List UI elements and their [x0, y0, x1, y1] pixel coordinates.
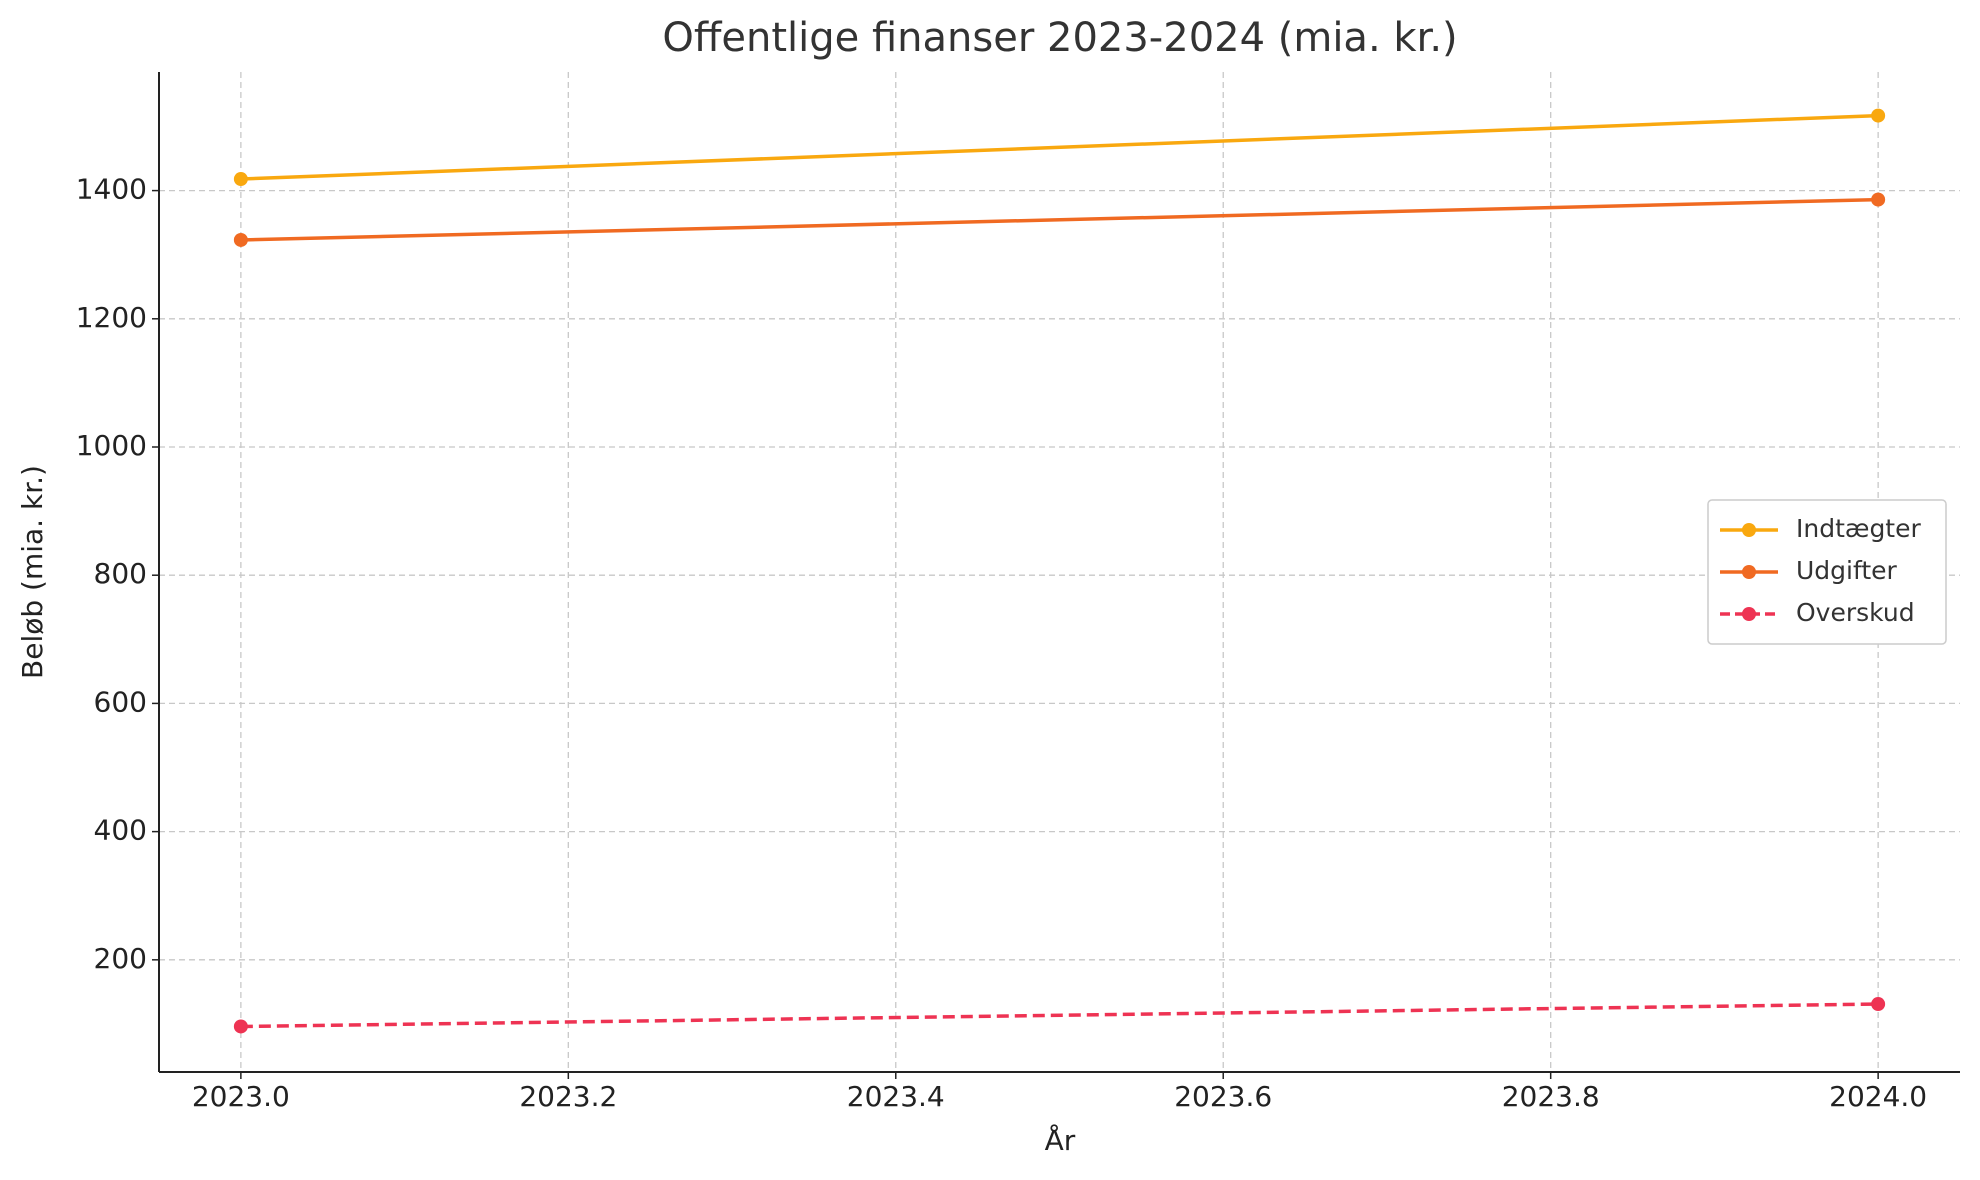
y-tick-label: 1400	[76, 173, 147, 206]
y-tick-label: 1200	[76, 301, 147, 334]
x-tick-label: 2024.0	[1829, 1080, 1927, 1113]
legend-label: Indtægter	[1796, 514, 1921, 543]
x-tick-label: 2023.4	[847, 1080, 945, 1113]
y-axis-label: Beløb (mia. kr.)	[16, 465, 49, 679]
x-tick-label: 2023.0	[192, 1080, 290, 1113]
y-tick-label: 600	[94, 685, 147, 718]
data-point	[1871, 108, 1886, 123]
x-tick-label: 2023.2	[519, 1080, 617, 1113]
data-point	[1871, 192, 1886, 207]
legend-marker	[1742, 607, 1756, 621]
y-tick-label: 800	[94, 557, 147, 590]
legend-label: Overskud	[1796, 598, 1915, 627]
x-axis-label: År	[1045, 1123, 1076, 1157]
legend: Indtægter Udgifter Overskud	[1707, 499, 1947, 645]
series-line	[240, 1002, 1879, 1029]
data-point	[1871, 997, 1886, 1012]
legend-label: Udgifter	[1796, 556, 1898, 585]
data-point	[233, 172, 248, 187]
legend-marker	[1742, 565, 1756, 579]
x-tick-label: 2023.8	[1502, 1080, 1600, 1113]
data-point	[233, 232, 248, 247]
x-tick-label: 2023.6	[1174, 1080, 1272, 1113]
y-tick-label: 400	[94, 814, 147, 847]
series-line	[240, 113, 1879, 181]
y-tick-label: 200	[94, 942, 147, 975]
series-line	[240, 197, 1879, 242]
legend-marker	[1742, 523, 1756, 537]
y-tick-label: 1000	[76, 429, 147, 462]
data-point	[233, 1019, 248, 1034]
legend-box	[1707, 499, 1947, 645]
chart-title: Offentlige finanser 2023-2024 (mia. kr.)	[662, 15, 1457, 61]
